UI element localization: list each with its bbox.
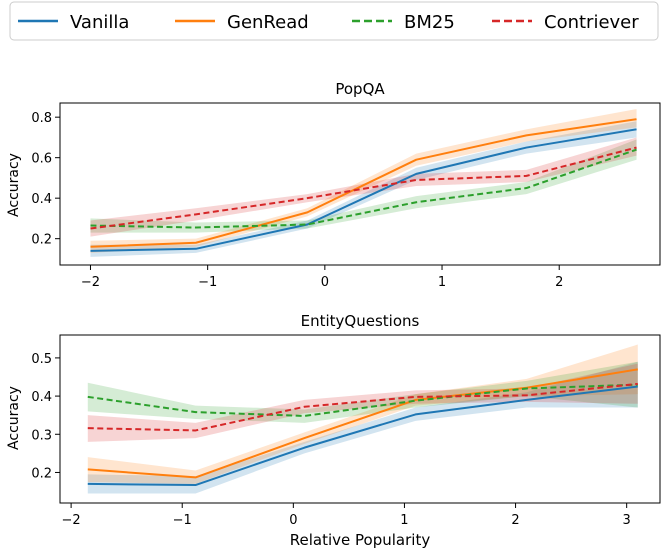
y-tick-label: 0.4: [31, 192, 52, 207]
legend: Vanilla GenRead BM25 Contriever: [9, 1, 659, 41]
plot-area: −2 −1 0 1 2 3 0.2 0.3 0.4 0.5: [31, 334, 661, 528]
series-line: [87, 368, 638, 479]
x-tick-label: 0: [289, 513, 297, 528]
series-line: [90, 148, 637, 229]
x-tick-label: −1: [173, 513, 192, 528]
series-line: [87, 385, 638, 487]
axes-frame: [59, 334, 661, 504]
y-tick-label: 0.4: [31, 390, 52, 405]
x-tick-label: 0: [321, 275, 329, 290]
series-line: [90, 118, 637, 248]
x-tick-label: −2: [62, 513, 81, 528]
y-tick-label: 0.3: [31, 428, 52, 443]
series-line: [90, 128, 637, 252]
y-tick-label: 0.6: [31, 152, 52, 167]
confidence-band: [87, 361, 638, 494]
x-tick-label: 1: [438, 275, 446, 290]
legend-label: BM25: [404, 12, 455, 33]
y-tick-label: 0.2: [31, 233, 52, 248]
legend-label: GenRead: [227, 12, 309, 33]
x-tick-label: 3: [623, 513, 631, 528]
series-line: [87, 383, 638, 417]
plot-area: −2 −1 0 1 2 0.2 0.4 0.6 0.8: [31, 102, 661, 290]
confidence-band: [87, 344, 638, 484]
panel-popqa: PopQA Accuracy −2 −1 0 1 2 0.2 0.4 0.6 0.8: [6, 80, 661, 290]
confidence-band: [90, 139, 637, 233]
y-axis-label: Accuracy: [6, 386, 22, 450]
legend-entry: BM25: [352, 12, 455, 33]
confidence-band: [90, 121, 637, 257]
x-axis-label: Relative Popularity: [290, 531, 431, 549]
y-axis-label: Accuracy: [6, 153, 22, 217]
x-tick-label: 2: [511, 513, 519, 528]
y-tick-label: 0.2: [31, 466, 52, 481]
legend-entry: Vanilla: [18, 12, 129, 33]
legend-entry: Contriever: [492, 12, 639, 33]
y-tick-label: 0.8: [31, 111, 52, 126]
panel-title: EntityQuestions: [301, 312, 420, 330]
series-line: [87, 382, 638, 432]
confidence-band: [90, 109, 637, 253]
series-line: [90, 146, 637, 230]
legend-entries: Vanilla GenRead BM25 Contriever: [18, 12, 639, 33]
x-tick-label: 2: [555, 275, 563, 290]
x-tick-label: −1: [198, 275, 217, 290]
y-tick-label: 0.5: [31, 352, 52, 367]
legend-entry: GenRead: [175, 12, 309, 33]
confidence-band: [87, 363, 638, 442]
axes-frame: [59, 102, 661, 266]
x-tick-label: 1: [400, 513, 408, 528]
confidence-band: [87, 361, 638, 423]
legend-label: Contriever: [544, 12, 639, 33]
legend-label: Vanilla: [70, 12, 129, 33]
x-tick-label: −2: [81, 275, 100, 290]
confidence-band: [90, 137, 637, 237]
legend-frame: [9, 1, 659, 41]
panel-entityquestions: EntityQuestions Accuracy Relative Popula…: [6, 312, 661, 549]
panel-title: PopQA: [335, 80, 385, 98]
